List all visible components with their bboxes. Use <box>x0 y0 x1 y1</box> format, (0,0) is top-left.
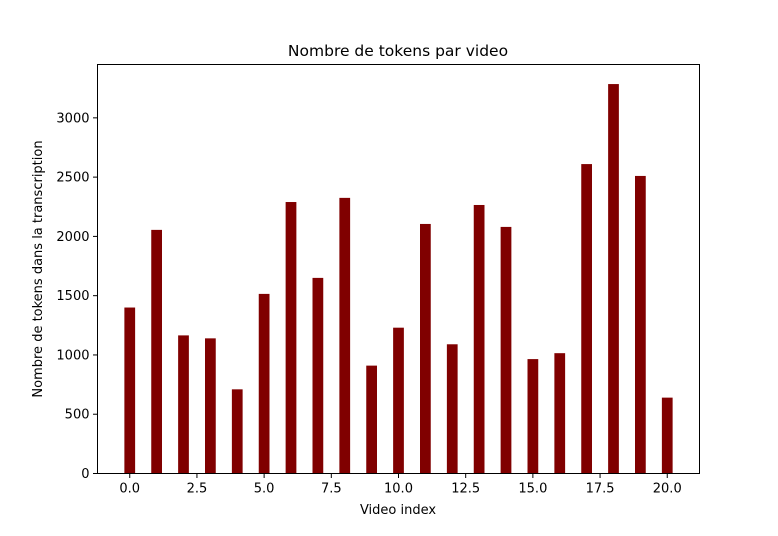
bar-video-0 <box>124 307 136 474</box>
x-axis-label: Video index <box>360 503 436 518</box>
x-tick-label: 0.0 <box>119 482 140 497</box>
bar-video-5 <box>258 293 270 474</box>
bar-video-3 <box>205 338 216 474</box>
bar-video-4 <box>231 389 243 474</box>
y-tick-label: 1500 <box>56 289 89 304</box>
chart-title: Nombre de tokens par video <box>288 42 508 60</box>
bar-video-12 <box>446 344 458 474</box>
y-tick-label: 1000 <box>56 348 89 363</box>
x-tick-label: 17.5 <box>586 482 615 497</box>
y-tick-label: 2000 <box>56 230 89 245</box>
bar-video-14 <box>500 226 512 474</box>
x-axis-ticks: 0.0 2.5 5.0 7.5 10.0 12.5 15.0 17.5 20.0 <box>119 473 682 497</box>
bar-video-1 <box>151 229 162 474</box>
bar-video-16 <box>554 353 566 474</box>
bar-video-19 <box>635 175 646 474</box>
x-tick-label: 2.5 <box>187 482 208 497</box>
x-tick-label: 5.0 <box>254 482 275 497</box>
bar-video-7 <box>312 277 324 474</box>
y-axis-ticks: 0 500 1000 1500 2000 2500 3000 <box>56 111 98 482</box>
bar-video-6 <box>285 202 297 474</box>
bars-group <box>124 84 673 474</box>
y-tick-label: 0 <box>81 467 89 482</box>
bar-video-20 <box>661 397 673 474</box>
bar-video-8 <box>339 197 351 474</box>
y-tick-label: 3000 <box>56 111 89 126</box>
plot-frame <box>97 64 700 474</box>
bar-video-13 <box>473 204 485 474</box>
bar-video-2 <box>178 335 189 474</box>
y-tick-label: 500 <box>65 408 90 423</box>
bar-video-18 <box>608 84 619 474</box>
y-axis-label: Nombre de tokens dans la transcription <box>31 140 46 397</box>
x-tick-label: 20.0 <box>653 482 682 497</box>
bar-video-9 <box>366 365 377 474</box>
bar-video-10 <box>393 327 404 474</box>
bar-video-17 <box>581 164 592 474</box>
x-tick-label: 10.0 <box>384 482 413 497</box>
x-tick-label: 12.5 <box>451 482 480 497</box>
bar-video-15 <box>527 359 539 474</box>
x-tick-label: 15.0 <box>518 482 547 497</box>
bar-video-11 <box>420 223 431 474</box>
x-tick-label: 7.5 <box>321 482 342 497</box>
y-tick-label: 2500 <box>56 171 89 186</box>
